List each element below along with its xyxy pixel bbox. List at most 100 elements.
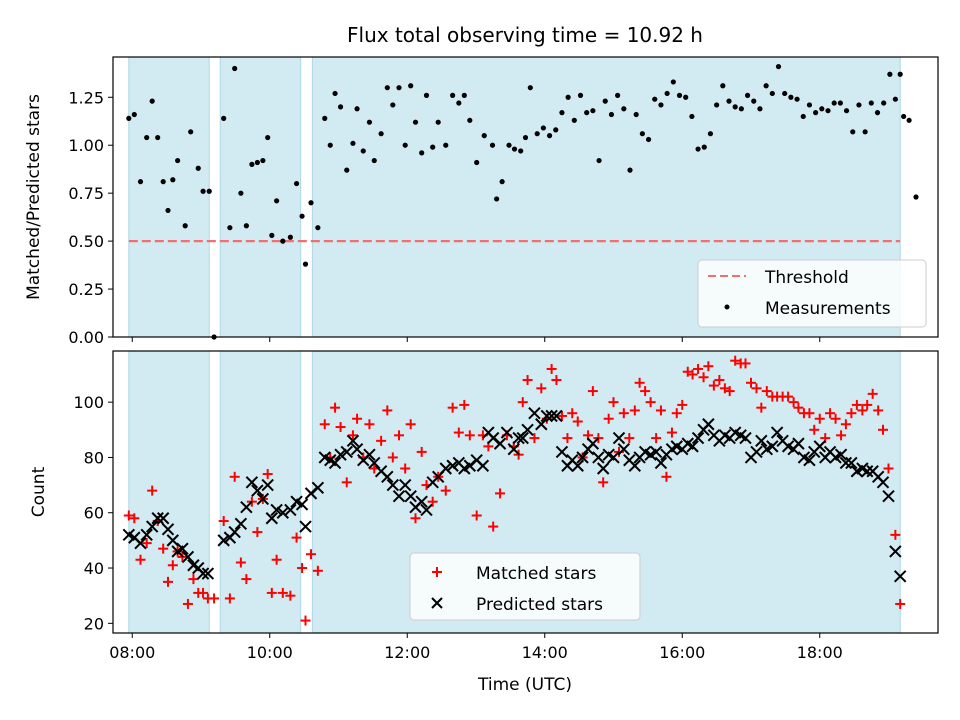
measurement-point [402,142,408,148]
matched-star-marker [453,427,464,438]
count-x-ticks: 08:00 10:00 12:00 14:00 16:00 18:00 [109,633,843,662]
ratio-x-ticks [131,337,821,342]
measurement-point [200,188,206,194]
measurement-point [837,100,843,106]
matched-star-marker [708,380,719,391]
measurement-point [344,167,350,173]
matched-star-marker [440,485,451,496]
matched-star-marker [572,416,583,427]
matched-star-marker [312,565,323,576]
measurement-point [806,102,813,108]
matched-star-marker [218,516,229,527]
measurement-point [269,232,275,238]
matched-star-marker [285,590,296,601]
matched-star-marker [123,510,134,521]
predicted-star-marker [156,512,170,525]
measurement-point [337,104,344,110]
measurement-point [384,85,390,91]
measurement-point [559,110,565,116]
matched-star-marker [252,527,263,538]
predicted-star-marker [284,503,297,517]
predicted-star-marker [571,459,584,472]
measurement-point [322,115,328,121]
measurement-point [695,146,701,152]
predicted-star-marker [145,520,159,533]
x-tick-label: 14:00 [522,643,568,662]
measurement-point [249,161,255,167]
matched-star-marker [836,430,847,441]
predicted-star-marker [750,445,763,459]
matched-star-marker [751,383,762,394]
predicted-star-marker [439,462,452,475]
measurement-point [813,110,819,116]
measurement-point [800,113,806,120]
matched-star-marker [405,419,416,430]
measurement-point [652,96,658,102]
measurement-point [327,142,333,148]
matched-star-marker [883,463,894,474]
measurement-point [419,150,425,156]
measurement-point [819,106,825,112]
matched-star-marker [277,587,288,598]
ratio-shaded-interval-0 [128,56,210,338]
measurement-point [825,108,831,114]
matched-star-marker [347,430,358,441]
matched-star-marker [598,477,609,488]
matched-star-marker [890,529,901,540]
predicted-star-marker [151,512,164,525]
measurement-point [534,131,540,137]
ratio-y-tick-label: 0.75 [68,184,104,203]
matched-star-marker [804,408,815,419]
measurement-point [293,180,300,187]
predicted-star-marker [702,418,715,431]
figure-title: Flux total observing time = 10.92 h [347,23,703,47]
measurement-point [195,165,201,171]
matched-star-marker [862,399,873,410]
matched-star-markers [123,355,906,626]
predicted-star-marker [893,570,907,583]
predicted-star-marker [161,523,175,536]
ratio-y-ticks: 0.00 0.25 0.50 0.75 1.00 1.25 [68,88,113,347]
predicted-star-marker [270,503,283,517]
measurement-point [160,179,166,185]
measurement-point [494,196,500,202]
matched-star-marker [488,521,499,532]
measurement-point [726,98,732,104]
measurement-point [720,83,726,89]
matched-star-marker [330,402,341,413]
measurement-point [518,148,524,154]
ratio-panel-frame [112,56,939,338]
measurement-point [332,90,338,97]
measurement-point [522,134,529,141]
matched-star-marker [266,587,277,598]
predicted-star-marker [889,545,902,558]
matched-star-marker [300,615,311,626]
measurement-point [155,134,161,141]
measurement-point [856,102,862,108]
matched-star-marker [382,405,393,416]
ratio-legend: Threshold Measurements [697,259,927,328]
predicted-star-markers [122,406,907,583]
measurement-point [757,106,763,112]
measurement-point [627,167,633,173]
predicted-star-marker [596,462,610,475]
measurement-point [906,117,912,123]
matched-legend-swatch [432,567,442,577]
ratio-y-tick-label: 0.00 [68,328,104,347]
matched-star-marker [703,361,714,372]
predicted-star-marker [181,550,195,564]
predicted-star-marker [340,445,353,459]
count-y-ticks: 20 40 60 80 100 [73,393,113,633]
measurement-point [350,140,356,146]
measurement-point [396,85,402,91]
matched-star-marker [141,538,152,549]
predicted-star-marker [415,495,428,508]
matched-star-marker [471,510,482,521]
matched-star-marker [262,469,273,480]
measurement-point [527,85,533,91]
measurement-point [590,108,596,114]
predicted-star-marker [245,476,259,489]
measurement-point [831,100,837,106]
predicted-star-marker [813,440,826,453]
x-tick-label: 12:00 [384,643,430,662]
